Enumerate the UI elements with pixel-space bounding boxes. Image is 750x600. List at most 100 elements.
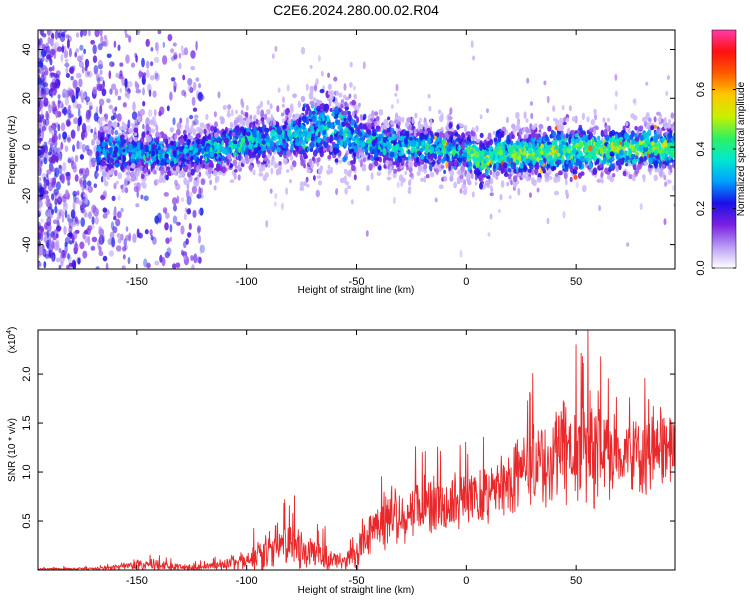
- spectrogram-cell: [438, 115, 444, 123]
- spectrogram-cell: [554, 190, 559, 196]
- spectrogram-cell: [457, 154, 463, 159]
- spectrogram-cell: [554, 119, 560, 127]
- spectrogram-cell: [103, 126, 107, 131]
- spectrogram-cell: [672, 161, 675, 169]
- spectrogram-cell: [126, 91, 131, 100]
- spectrogram-cell: [575, 138, 580, 144]
- spectrogram-cell: [75, 89, 79, 100]
- spectrogram-cell: [367, 152, 371, 160]
- spectrogram-cell: [143, 195, 149, 201]
- spectrogram-cell: [390, 140, 396, 144]
- spectrogram-cell: [70, 129, 76, 139]
- spectrogram-cell: [626, 242, 630, 247]
- spectrogram-cell: [357, 125, 361, 129]
- spectrogram-cell: [111, 195, 116, 201]
- spectrogram-cell: [77, 219, 80, 225]
- spectrogram-cell: [252, 169, 256, 176]
- spectrogram-cell: [75, 32, 80, 38]
- spectrogram-cell: [91, 236, 98, 243]
- spectrogram-cell: [87, 225, 93, 231]
- spectrogram-cell: [146, 60, 150, 69]
- spectrogram-cell: [61, 31, 66, 38]
- spectrogram-cell: [323, 141, 329, 149]
- spectrogram-cell: [87, 149, 93, 157]
- spectrogram-cell: [293, 149, 297, 156]
- spectrogram-cell: [588, 128, 593, 133]
- spectrogram-cell: [354, 110, 358, 114]
- spectrogram-cell: [164, 251, 170, 259]
- spectrogram-cell: [527, 142, 532, 149]
- spectrogram-cell: [356, 136, 360, 142]
- spectrogram-cell: [43, 261, 47, 269]
- spectrogram-cell: [91, 204, 97, 214]
- spectrogram-cell: [289, 103, 294, 111]
- spectrogram-cell: [136, 228, 140, 238]
- spectrogram-cell: [55, 155, 59, 163]
- spectrogram-cell: [87, 70, 93, 78]
- spectrogram-cell: [127, 257, 131, 265]
- spectrogram-cell: [670, 112, 675, 119]
- spectrogram-cell: [93, 127, 97, 136]
- spectrogram-cell: [49, 142, 53, 150]
- spectrogram-cell: [159, 254, 163, 263]
- spectrogram-cell: [114, 88, 119, 96]
- spectrogram-cell: [79, 168, 83, 174]
- spectrogram-cell: [230, 109, 234, 117]
- spectrogram-cell: [602, 156, 607, 162]
- spectrogram-cell: [387, 143, 392, 150]
- spectrogram-cell: [346, 136, 350, 143]
- spectrogram-cell: [106, 98, 111, 103]
- spectrogram-cell: [38, 106, 41, 113]
- spectrogram-cell: [669, 168, 673, 173]
- spectrogram-cell: [162, 55, 168, 65]
- spectrogram-cell: [529, 164, 534, 170]
- spectrogram-cell: [45, 255, 50, 260]
- spectrogram-cell: [474, 181, 478, 186]
- spectrogram-cell: [77, 257, 81, 265]
- spectrogram-cell: [441, 158, 446, 164]
- spectrogram-cell: [200, 194, 204, 199]
- spectrogram-cell: [54, 205, 58, 214]
- spectrogram-cell: [465, 173, 471, 179]
- spectrogram-cell: [639, 144, 644, 152]
- spectrogram-cell: [84, 167, 90, 177]
- spectrogram-cell: [276, 168, 280, 175]
- spectrogram-cell: [127, 119, 131, 129]
- spectrogram-cell: [41, 71, 47, 82]
- spectrogram-cell: [148, 89, 152, 97]
- spectrogram-cell: [289, 164, 294, 171]
- spectrogram-cell: [54, 30, 59, 40]
- spectrogram-cell: [370, 156, 376, 162]
- spectrogram-cell: [471, 191, 475, 198]
- spectrogram-cell: [246, 117, 251, 124]
- spectrogram-cell: [341, 121, 347, 127]
- spectrogram-cell: [596, 148, 600, 154]
- spectrogram-cell: [302, 106, 306, 112]
- spectrogram-cell: [313, 175, 316, 181]
- spectrogram-cell: [45, 110, 49, 120]
- spectrogram-cell: [672, 121, 675, 127]
- spectrogram-cell: [67, 252, 70, 260]
- spectrogram-cell: [61, 109, 66, 114]
- spectrogram-cell: [318, 146, 324, 154]
- spectrogram-cell: [108, 70, 112, 80]
- spectrogram-cell: [192, 128, 197, 136]
- spectrogram-cell: [134, 52, 138, 58]
- spectrogram-cell: [625, 162, 629, 167]
- spectrogram-cell: [47, 209, 52, 219]
- spectrogram-cell: [423, 133, 428, 140]
- spectrogram-cell: [213, 131, 219, 138]
- spectrogram-cell: [387, 136, 392, 141]
- spectrogram-cell: [86, 180, 92, 187]
- spectrogram-cell: [113, 182, 117, 190]
- spectrogram-cell: [241, 146, 245, 154]
- spectrogram-cell: [81, 97, 84, 103]
- spectrogram-cell: [192, 81, 197, 91]
- spectrogram-cell: [170, 77, 176, 82]
- spectrogram-cell: [47, 151, 52, 156]
- spectrogram-cell: [180, 225, 185, 235]
- spectrogram-cell: [435, 168, 439, 175]
- spectrogram-cell: [343, 140, 347, 148]
- spectrogram-cell: [103, 129, 109, 134]
- spectrogram-cell: [111, 108, 117, 115]
